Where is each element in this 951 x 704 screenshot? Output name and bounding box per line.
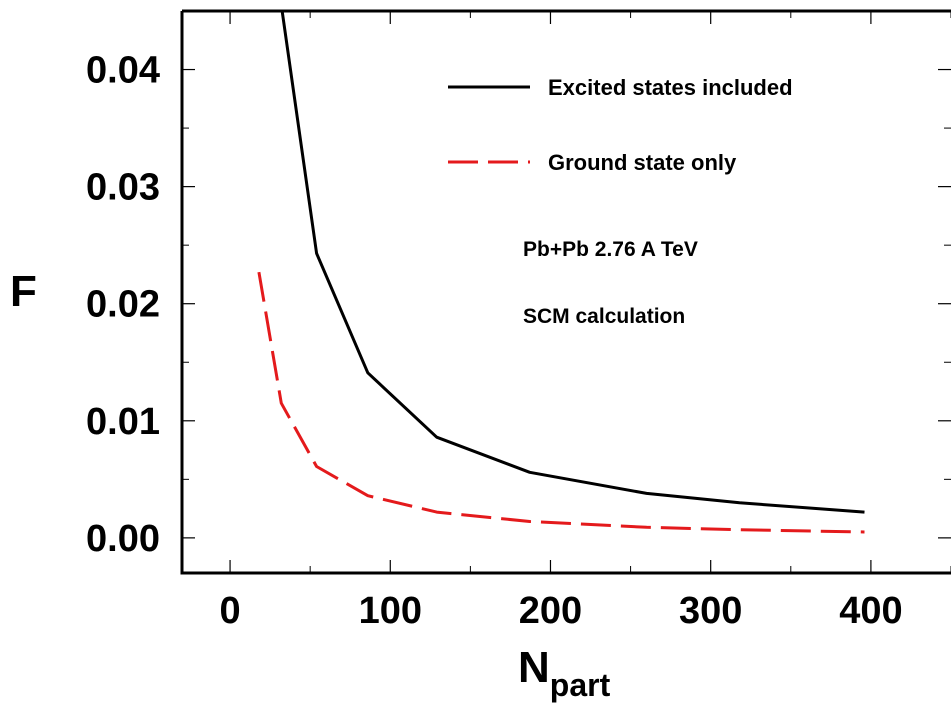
y-tick-labels: 0.00 0.01 0.02 0.03 0.04: [86, 50, 160, 560]
y-tick-label: 0.03: [86, 167, 160, 209]
series-line-ground-state: [257, 271, 865, 534]
legend: Excited states included Ground state onl…: [448, 75, 793, 175]
y-tick-label: 0.01: [86, 401, 160, 443]
series-line-excited-states: [280, 11, 865, 514]
x-axis-title-sub: part: [550, 667, 611, 703]
x-axis-title: Npart: [518, 643, 611, 703]
x-tick-label: 400: [839, 590, 902, 632]
y-axis-title: F: [10, 267, 37, 316]
x-tick-label: 300: [679, 590, 742, 632]
y-tick-label: 0.02: [86, 284, 160, 326]
legend-label-ground: Ground state only: [548, 150, 737, 175]
legend-label-excited: Excited states included: [548, 75, 793, 100]
annotation-collision: Pb+Pb 2.76 A TeV: [523, 238, 698, 261]
x-tick-label: 0: [219, 590, 240, 632]
y-tick-label: 0.04: [86, 50, 160, 92]
series-layer: [257, 11, 865, 534]
plot-frame: [180, 11, 951, 575]
x-tick-label: 200: [519, 590, 582, 632]
x-tick-label: 100: [359, 590, 422, 632]
annotation-calculation: SCM calculation: [523, 305, 685, 328]
y-tick-label: 0.00: [86, 518, 160, 560]
x-axis-title-main: N: [518, 643, 550, 692]
x-tick-labels: 0 100 200 300 400: [219, 590, 902, 632]
